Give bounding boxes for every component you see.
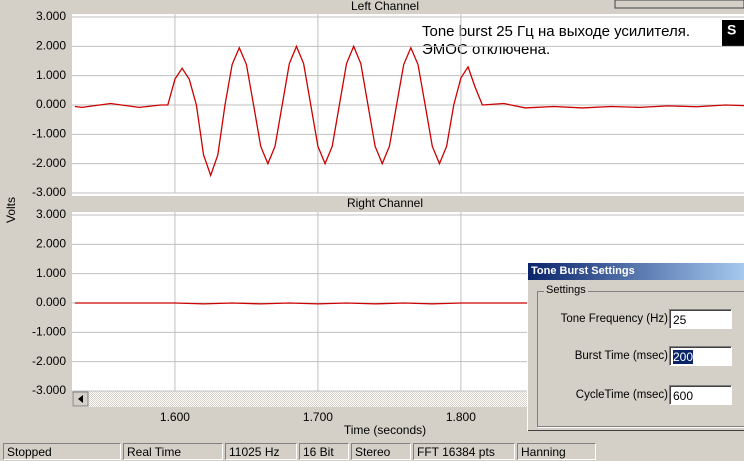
status-cell: Stereo	[351, 443, 411, 460]
status-cell: Hanning	[517, 443, 596, 460]
y-tick-label: 2.000	[36, 237, 66, 251]
x-tick-label: 1.700	[303, 410, 333, 424]
y-axis-label: Volts	[4, 197, 18, 223]
annotation: ЭМОС отключена.	[422, 41, 550, 58]
group-box: Settings Tone Frequency (Hz) 25 Burst Tim…	[537, 284, 744, 427]
y-tick-label: -3.000	[32, 185, 66, 199]
group-label: Settings	[544, 284, 588, 296]
scrollbar[interactable]	[72, 391, 527, 407]
chart-title: Left Channel	[351, 0, 419, 13]
chart-title: Right Channel	[347, 196, 423, 210]
window-edge	[614, 0, 744, 9]
text-input[interactable]: 200	[669, 346, 732, 366]
y-tick-label: 1.000	[36, 68, 66, 82]
status-cell: 11025 Hz	[225, 443, 297, 460]
plot	[74, 302, 744, 305]
y-tick-label: -1.000	[32, 325, 66, 339]
dialog-title: Tone Burst Settings	[528, 263, 744, 280]
field-row: Tone Frequency (Hz) 25	[538, 309, 744, 331]
x-tick-label: 1.800	[446, 410, 476, 424]
field-label: Burst Time (msec)	[574, 350, 668, 362]
y-tick-label: 0.000	[36, 295, 66, 309]
icon-glyph: S	[727, 22, 736, 38]
y-tick-label: -3.000	[32, 383, 66, 397]
y-tick-label: -2.000	[32, 354, 66, 368]
icon	[722, 20, 744, 46]
plot	[74, 44, 744, 178]
y-tick-label: 0.000	[36, 97, 66, 111]
field-label: CycleTime (msec)	[575, 389, 668, 401]
x-tick-label: 1.600	[160, 410, 190, 424]
waveform	[74, 302, 744, 305]
selected-text: 200	[673, 350, 694, 364]
y-tick-label: 2.000	[36, 39, 66, 53]
dialog: Tone Burst Settings Settings Tone Freque…	[527, 262, 744, 431]
y-tick-label: 1.000	[36, 266, 66, 280]
status-cell: Real Time	[123, 443, 223, 460]
status-cell: Stopped	[3, 443, 121, 460]
text-input[interactable]: 25	[669, 309, 732, 329]
status-cell: FFT 16384 pts	[413, 443, 515, 460]
y-tick-label: -1.000	[32, 127, 66, 141]
y-tick-label: -2.000	[32, 156, 66, 170]
field-row: CycleTime (msec) 600	[538, 385, 744, 407]
y-tick-label: 3.000	[36, 9, 66, 23]
text-input[interactable]: 600	[669, 385, 732, 405]
annotation: Tone burst 25 Гц на выходе усилителя.	[422, 23, 690, 40]
field-row: Burst Time (msec) 200	[538, 346, 744, 368]
waveform	[74, 44, 744, 178]
field-label: Tone Frequency (Hz)	[560, 313, 668, 325]
status-cell: 16 Bit	[299, 443, 349, 460]
y-tick-label: 3.000	[36, 207, 66, 221]
arrow-icon	[78, 395, 83, 403]
x-axis-label: Time (seconds)	[344, 423, 426, 437]
